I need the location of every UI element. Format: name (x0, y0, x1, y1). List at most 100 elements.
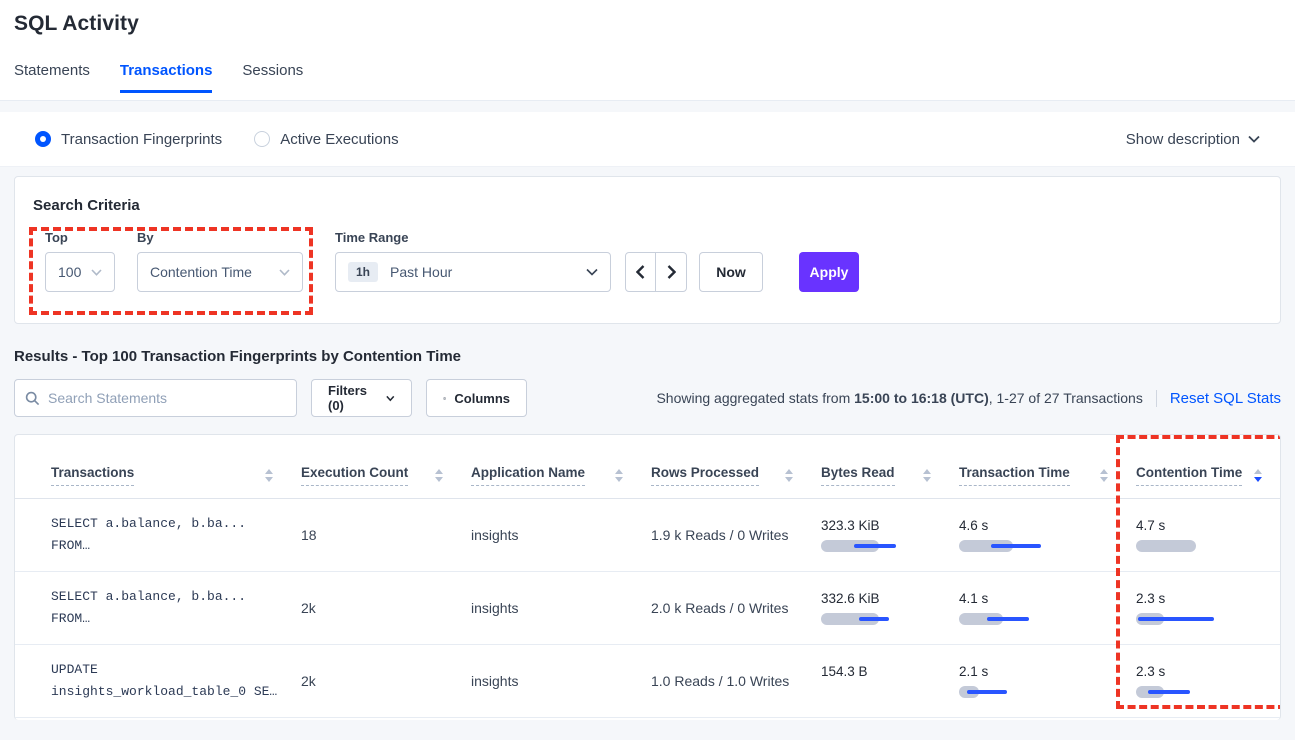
application-name-cell: insights (471, 600, 519, 616)
sort-icon-descending[interactable] (1254, 469, 1262, 482)
column-label: Bytes Read (821, 465, 895, 486)
chevron-down-icon (386, 395, 395, 401)
transaction-fingerprint-link[interactable]: SELECT a.balance, b.ba... FROM… (51, 513, 301, 557)
sort-icon[interactable] (923, 469, 931, 482)
transaction-fingerprint-link[interactable]: SELECT a.balance, b.ba... FROM… (51, 586, 301, 630)
execution-count-value: 18 (301, 527, 317, 543)
next-time-button[interactable] (656, 253, 686, 291)
chevron-down-icon (586, 268, 598, 276)
results-heading: Results - Top 100 Transaction Fingerprin… (14, 348, 462, 365)
search-statements-input[interactable] (48, 390, 286, 406)
column-label: Execution Count (301, 465, 409, 486)
table-header-row: Transactions Execution Count Application… (15, 435, 1280, 499)
execution-count-bar (371, 675, 471, 687)
top-select[interactable]: 100 (45, 252, 115, 292)
time-range-badge: 1h (348, 262, 379, 282)
show-description-label: Show description (1125, 130, 1240, 148)
application-name-cell: insights (471, 673, 519, 689)
search-icon (25, 391, 40, 405)
sql-line-1: UPDATE (51, 662, 98, 677)
table-row[interactable]: SELECT a.balance, b.ba... FROM… 2k insig… (15, 572, 1280, 645)
apply-button[interactable]: Apply (799, 252, 859, 292)
execution-count-cell: 2k (301, 673, 471, 689)
transaction-time-value: 2.1 s (959, 664, 989, 679)
sort-icon[interactable] (1100, 469, 1108, 482)
transaction-fingerprint-link[interactable]: UPDATE insights_workload_table_0 SE… (51, 659, 301, 703)
bytes-read-cell: 332.6 KiB (821, 591, 959, 625)
column-header-application-name[interactable]: Application Name (471, 465, 651, 498)
sort-icon[interactable] (265, 469, 273, 482)
sort-icon[interactable] (615, 469, 623, 482)
radio-unselected-icon (254, 131, 271, 147)
chevron-down-icon (91, 268, 102, 276)
sql-line-2: FROM… (51, 538, 91, 553)
top-select-value: 100 (58, 264, 82, 280)
tab-statements[interactable]: Statements (14, 62, 90, 79)
bytes-read-bar (821, 540, 941, 552)
radio-active-executions[interactable]: Active Executions (254, 130, 399, 148)
radio-label: Transaction Fingerprints (61, 130, 223, 148)
time-range-field: Time Range 1h Past Hour (335, 230, 611, 292)
contention-time-cell: 2.3 s (1136, 591, 1280, 625)
bytes-read-value: 154.3 B (821, 664, 868, 679)
by-field: By Contention Time (137, 230, 303, 292)
column-header-execution-count[interactable]: Execution Count (301, 465, 471, 498)
prev-time-button[interactable] (626, 253, 656, 291)
sort-icon[interactable] (435, 469, 443, 482)
transaction-time-bar (959, 540, 1079, 552)
table-row[interactable]: SELECT a.balance, b.ba... FROM… 18 insig… (15, 499, 1280, 572)
rows-processed-cell: 2.0 k Reads / 0 Writes (651, 600, 789, 616)
column-label: Transactions (51, 465, 135, 486)
by-label: By (137, 230, 154, 245)
sort-icon[interactable] (785, 469, 793, 482)
contention-time-value: 2.3 s (1136, 664, 1166, 679)
execution-count-value: 2k (301, 673, 316, 689)
top-field: Top 100 (45, 230, 115, 292)
contention-time-value: 4.7 s (1136, 518, 1166, 533)
rows-processed-cell: 1.9 k Reads / 0 Writes (651, 527, 789, 543)
transaction-time-bar (959, 686, 1079, 698)
search-criteria-card: Search Criteria Top 100 By Contention Ti… (14, 176, 1281, 324)
transaction-time-cell: 2.1 s (959, 664, 1136, 698)
time-range-select[interactable]: 1h Past Hour (335, 252, 611, 292)
search-criteria-heading: Search Criteria (33, 197, 140, 214)
chevron-down-icon (1248, 135, 1260, 143)
filters-label: Filters (0) (328, 383, 368, 413)
contention-time-bar (1136, 686, 1256, 698)
show-description-toggle[interactable]: Show description (1126, 131, 1260, 148)
by-select[interactable]: Contention Time (137, 252, 303, 292)
rows-processed-cell: 1.0 Reads / 1.0 Writes (651, 673, 790, 689)
table-row[interactable]: UPDATE insights_workload_table_0 SE… 2k … (15, 645, 1280, 718)
radio-label: Active Executions (280, 130, 399, 148)
column-header-rows-processed[interactable]: Rows Processed (651, 465, 821, 498)
transaction-time-cell: 4.6 s (959, 518, 1136, 552)
stats-prefix: Showing aggregated stats from (656, 390, 855, 406)
execution-count-bar (371, 602, 471, 614)
reset-sql-stats-link[interactable]: Reset SQL Stats (1155, 389, 1281, 407)
column-header-contention-time[interactable]: Contention Time (1136, 465, 1280, 498)
tab-transactions[interactable]: Transactions (119, 62, 212, 93)
columns-label: Columns (454, 390, 510, 406)
radio-selected-icon (35, 131, 51, 147)
radio-transaction-fingerprints[interactable]: Transaction Fingerprints (35, 131, 222, 148)
execution-count-cell: 18 (301, 527, 471, 543)
columns-button[interactable]: Columns (426, 379, 527, 417)
now-button[interactable]: Now (699, 252, 763, 292)
chevron-down-icon (279, 268, 290, 276)
column-label: Application Name (471, 465, 586, 486)
execution-count-bar (371, 529, 471, 541)
column-header-bytes-read[interactable]: Bytes Read (821, 465, 959, 498)
page-header: SQL Activity Statements Transactions Ses… (0, 0, 1295, 101)
top-label: Top (45, 230, 68, 245)
tab-sessions[interactable]: Sessions (242, 62, 304, 79)
contention-time-value: 2.3 s (1136, 591, 1166, 606)
filters-button[interactable]: Filters (0) (311, 379, 412, 417)
contention-time-bar (1136, 540, 1256, 552)
view-toggle-bar: Transaction Fingerprints Active Executio… (0, 112, 1295, 167)
bytes-read-value: 332.6 KiB (821, 591, 880, 606)
sql-line-1: SELECT a.balance, b.ba... (51, 516, 247, 531)
column-header-transaction-time[interactable]: Transaction Time (959, 465, 1136, 498)
column-header-transactions[interactable]: Transactions (51, 465, 301, 498)
time-nav-group (625, 252, 687, 292)
